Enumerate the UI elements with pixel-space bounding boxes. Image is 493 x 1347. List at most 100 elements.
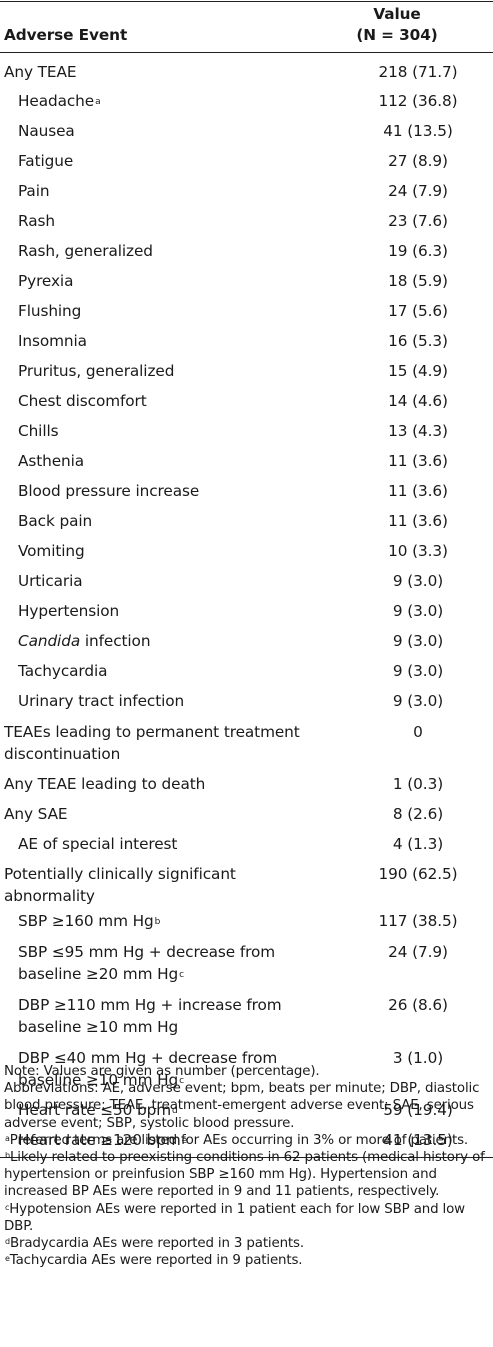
event-label: Blood pressure increase (0, 477, 311, 507)
event-value: 16 (5.3) (388, 332, 448, 350)
table-row: Pruritus, generalized 15 (4.9) (0, 357, 493, 387)
event-label-text: Asthenia (18, 452, 85, 470)
event-label-italic: Candida (18, 632, 81, 650)
event-label-text: Urticaria (18, 572, 83, 590)
table-row: TEAEs leading to permanent treatment dis… (0, 717, 493, 770)
footnote-text: Tachycardia AEs were reported in 9 patie… (9, 1253, 303, 1269)
table-row: AE of special interest 4 (1.3) (0, 830, 493, 860)
header-value-n: (N = 304) (356, 26, 438, 44)
event-label: Vomiting (0, 537, 311, 567)
event-label-text: Vomiting (18, 542, 85, 560)
event-label-text: Headache (18, 92, 95, 110)
footnote-mark: a (5, 1133, 10, 1143)
table-row: Pyrexia 18 (5.9) (0, 267, 493, 297)
table-row: Headachea 112 (36.8) (0, 87, 493, 117)
table-row: Nausea 41 (13.5) (0, 117, 493, 147)
event-label-text: Nausea (18, 122, 75, 140)
event-label-text: SBP ≤95 mm Hg + decrease from baseline ≥… (18, 943, 276, 983)
table-row: Fatigue 27 (8.9) (0, 147, 493, 177)
event-value: 218 (71.7) (378, 63, 458, 81)
event-value: 0 (413, 723, 423, 741)
event-label: Nausea (0, 117, 311, 147)
footnote-marker: c (179, 970, 185, 980)
event-label-text: Tachycardia (18, 662, 108, 680)
table-row: Urinary tract infection 9 (3.0) (0, 687, 493, 717)
event-value: 19 (6.3) (388, 242, 448, 260)
event-label-text: Pruritus, generalized (18, 362, 175, 380)
footnote-marker: c (179, 1076, 185, 1086)
event-value: 9 (3.0) (392, 602, 444, 620)
event-label: SBP ≥160 mm Hgb (0, 907, 311, 937)
event-label: Hypertension (0, 597, 311, 627)
event-label-text: Pain (18, 182, 50, 200)
event-label: Heart rate ≤50 bpmd (0, 1096, 311, 1126)
header-adverse-event: Adverse Event (0, 4, 311, 53)
table-row: Hypertension 9 (3.0) (0, 597, 493, 627)
footnote-text: Hypotension AEs were reported in 1 patie… (4, 1201, 465, 1234)
table-row: Rash 23 (7.6) (0, 207, 493, 237)
event-label-text: Hypertension (18, 602, 120, 620)
footnote-mark: b (5, 1151, 10, 1161)
note-text: Note: Values are given as number (percen… (4, 1064, 320, 1079)
event-value: 112 (36.8) (378, 92, 458, 110)
event-value: 26 (8.6) (388, 996, 448, 1014)
event-value: 9 (3.0) (392, 632, 444, 650)
event-value: 59 (19.4) (383, 1101, 453, 1119)
header-value-label: Value (373, 5, 421, 23)
event-label-text: Rash (18, 212, 55, 230)
table-row: Chest discomfort 14 (4.6) (0, 387, 493, 417)
table-row: Any SAE 8 (2.6) (0, 800, 493, 830)
footnote-b: bLikely related to preexisting condition… (4, 1149, 489, 1201)
event-label: Asthenia (0, 447, 311, 477)
event-value: 24 (7.9) (388, 943, 448, 961)
event-value: 117 (38.5) (378, 912, 458, 930)
event-label-text: Any TEAE (4, 63, 77, 81)
event-label-text: Pyrexia (18, 272, 74, 290)
footnote-mark: e (5, 1254, 10, 1264)
event-label-text: Flushing (18, 302, 82, 320)
table-row: DBP ≤40 mm Hg + decrease from baseline ≥… (0, 1043, 493, 1096)
top-rule (0, 1, 493, 2)
table-body: Any TEAE 218 (71.7) Headachea 112 (36.8) Nau… (0, 53, 493, 1158)
event-value: 3 (1.0) (392, 1049, 444, 1067)
event-label: Heart rate ≥120 bpme (0, 1126, 311, 1158)
table-row: Back pain 11 (3.6) (0, 507, 493, 537)
event-label: Insomnia (0, 327, 311, 357)
footnote-marker: e (181, 1136, 188, 1146)
event-value: 11 (3.6) (388, 482, 448, 500)
event-label: Any SAE (0, 800, 311, 830)
table-row: Asthenia 11 (3.6) (0, 447, 493, 477)
table-notes: Note: Values are given as number (percen… (4, 1063, 489, 1269)
event-value: 8 (2.6) (392, 805, 444, 823)
event-label: Pyrexia (0, 267, 311, 297)
event-label: AE of special interest (0, 830, 311, 860)
table-row: DBP ≥110 mm Hg + increase from baseline … (0, 990, 493, 1043)
table-row: Heart rate ≥120 bpme 41 (13.5) (0, 1126, 493, 1158)
event-label: Fatigue (0, 147, 311, 177)
event-value: 9 (3.0) (392, 662, 444, 680)
event-value: 1 (0.3) (392, 775, 444, 793)
event-label: Urticaria (0, 567, 311, 597)
footnote-e: eTachycardia AEs were reported in 9 pati… (4, 1252, 489, 1269)
event-label-text: Urinary tract infection (18, 692, 185, 710)
event-label-text: Heart rate ≥120 bpm (18, 1131, 181, 1149)
table-row: SBP ≤95 mm Hg + decrease from baseline ≥… (0, 937, 493, 990)
table-row: Tachycardia 9 (3.0) (0, 657, 493, 687)
event-label: Rash, generalized (0, 237, 311, 267)
event-label: Potentially clinically significant abnor… (0, 860, 311, 907)
event-label: Urinary tract infection (0, 687, 311, 717)
event-label-text: DBP ≥110 mm Hg + increase from baseline … (18, 996, 282, 1036)
abbreviations-text: Abbreviations: AE, adverse event; bpm, b… (4, 1081, 480, 1131)
event-value: 13 (4.3) (388, 422, 448, 440)
event-value: 23 (7.6) (388, 212, 448, 230)
event-label: Chest discomfort (0, 387, 311, 417)
event-label-text: Heart rate ≤50 bpm (18, 1101, 172, 1119)
event-label: SBP ≤95 mm Hg + decrease from baseline ≥… (0, 937, 311, 990)
event-value: 10 (3.3) (388, 542, 448, 560)
footnote-a: aPreferred terms are listed for AEs occu… (4, 1132, 489, 1149)
event-label-text: Chills (18, 422, 59, 440)
event-value: 190 (62.5) (378, 865, 458, 883)
event-value: 11 (3.6) (388, 452, 448, 470)
footnote-marker: d (172, 1106, 178, 1116)
event-label: TEAEs leading to permanent treatment dis… (0, 717, 311, 770)
